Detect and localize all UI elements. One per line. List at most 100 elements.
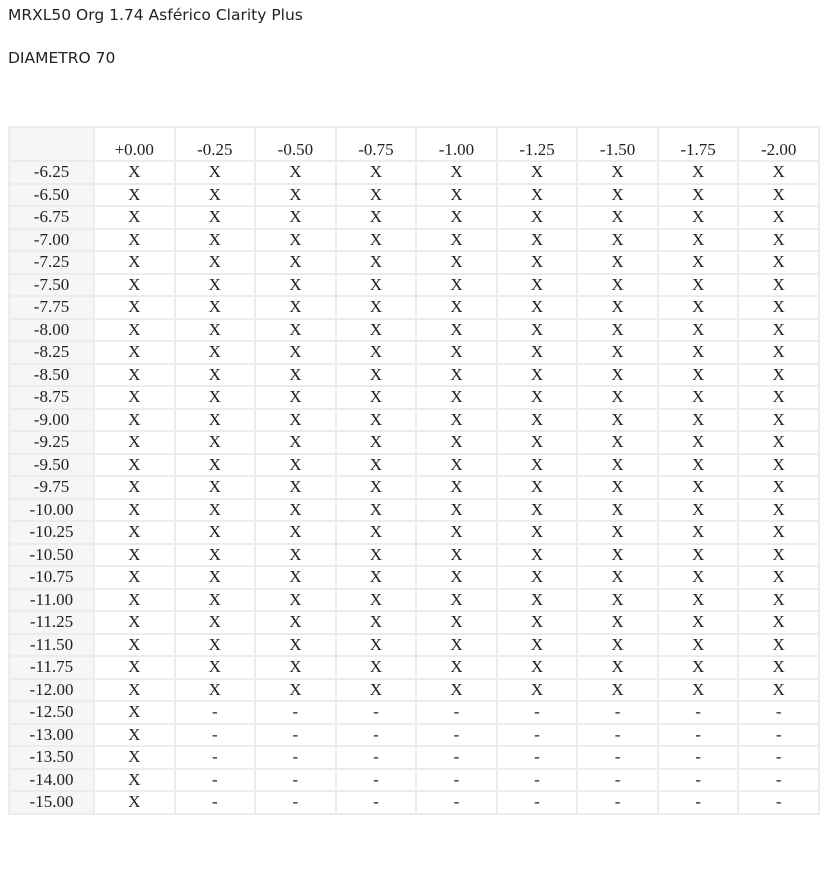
table-cell: -	[656, 790, 740, 815]
table-cell: X	[495, 497, 579, 522]
table-cell: X	[415, 565, 498, 590]
table-cell: X	[173, 430, 257, 455]
table-row: -13.50 X - - - - - - - -	[8, 745, 820, 770]
table-cell: X	[415, 205, 498, 230]
table-cell: X	[576, 677, 659, 702]
table-cell: X	[576, 610, 659, 635]
table-cell: X	[656, 317, 740, 342]
table-cell: X	[415, 542, 498, 567]
row-header: -7.75	[8, 295, 95, 320]
table-row: -14.00 X - - - - - - - -	[8, 767, 820, 792]
table-cell: X	[173, 565, 257, 590]
table-cell: X	[576, 655, 659, 680]
table-row: -8.50 X X X X X X X X X	[8, 362, 820, 387]
table-cell: X	[737, 542, 820, 567]
table-cell: X	[656, 362, 740, 387]
table-cell: -	[737, 722, 820, 747]
table-cell: X	[254, 655, 337, 680]
row-header: -7.25	[8, 250, 95, 275]
row-header: -9.25	[8, 430, 95, 455]
row-header: -7.50	[8, 272, 95, 297]
table-cell: X	[415, 160, 498, 185]
table-cell: X	[495, 475, 579, 500]
table-cell: X	[173, 542, 257, 567]
column-header: -2.00	[737, 126, 820, 162]
table-cell: X	[737, 295, 820, 320]
table-cell: X	[254, 497, 337, 522]
table-cell: X	[334, 295, 418, 320]
table-row: -10.00 X X X X X X X X X	[8, 497, 820, 522]
table-cell: X	[334, 610, 418, 635]
table-cell: X	[495, 317, 579, 342]
table-cell: -	[495, 745, 579, 770]
table-cell: X	[93, 542, 176, 567]
table-cell: X	[415, 407, 498, 432]
table-cell: X	[495, 542, 579, 567]
table-row: -7.00 X X X X X X X X X	[8, 227, 820, 252]
table-cell: X	[334, 475, 418, 500]
table-cell: X	[334, 317, 418, 342]
table-cell: X	[656, 497, 740, 522]
table-cell: -	[334, 790, 418, 815]
row-header: -11.00	[8, 587, 95, 612]
table-cell: X	[656, 430, 740, 455]
table-cell: X	[576, 160, 659, 185]
table-row: -8.00 X X X X X X X X X	[8, 317, 820, 342]
availability-table: +0.00 -0.25 -0.50 -0.75 -1.00 -1.25 -1.50 -1.75…	[8, 126, 820, 815]
table-cell: -	[254, 700, 337, 725]
table-cell: X	[415, 295, 498, 320]
table-cell: -	[495, 700, 579, 725]
table-cell: X	[334, 250, 418, 275]
table-cell: -	[737, 700, 820, 725]
table-cell: -	[334, 745, 418, 770]
table-cell: X	[737, 160, 820, 185]
table-cell: X	[415, 317, 498, 342]
table-row: -13.00 X - - - - - - - -	[8, 722, 820, 747]
table-cell: X	[737, 227, 820, 252]
table-cell: X	[576, 205, 659, 230]
table-cell: X	[93, 430, 176, 455]
table-cell: X	[93, 745, 176, 770]
table-cell: -	[737, 790, 820, 815]
table-cell: X	[334, 542, 418, 567]
table-cell: -	[254, 722, 337, 747]
table-cell: X	[495, 272, 579, 297]
row-header: -10.50	[8, 542, 95, 567]
table-cell: X	[334, 655, 418, 680]
table-cell: X	[93, 317, 176, 342]
table-cell: -	[173, 767, 257, 792]
table-cell: X	[656, 205, 740, 230]
table-cell: X	[173, 227, 257, 252]
table-row: -10.75 X X X X X X X X X	[8, 565, 820, 590]
row-header: -8.50	[8, 362, 95, 387]
table-cell: X	[656, 520, 740, 545]
table-cell: X	[415, 587, 498, 612]
table-cell: X	[254, 632, 337, 657]
table-cell: X	[93, 610, 176, 635]
table-cell: X	[93, 160, 176, 185]
table-cell: X	[93, 250, 176, 275]
table-cell: X	[334, 227, 418, 252]
table-cell: X	[173, 407, 257, 432]
table-cell: X	[737, 340, 820, 365]
table-cell: X	[93, 272, 176, 297]
table-cell: X	[576, 565, 659, 590]
corner-cell	[8, 126, 95, 162]
table-cell: X	[334, 182, 418, 207]
table-cell: -	[415, 745, 498, 770]
table-cell: X	[415, 632, 498, 657]
table-cell: -	[576, 767, 659, 792]
table-cell: X	[93, 700, 176, 725]
table-cell: X	[737, 452, 820, 477]
column-header: +0.00	[93, 126, 176, 162]
table-cell: X	[415, 362, 498, 387]
table-cell: X	[173, 452, 257, 477]
table-row: -9.25 X X X X X X X X X	[8, 430, 820, 455]
table-cell: X	[576, 452, 659, 477]
table-cell: X	[495, 250, 579, 275]
table-cell: X	[737, 272, 820, 297]
table-cell: X	[254, 385, 337, 410]
table-cell: X	[254, 542, 337, 567]
table-cell: X	[576, 227, 659, 252]
table-cell: X	[173, 250, 257, 275]
